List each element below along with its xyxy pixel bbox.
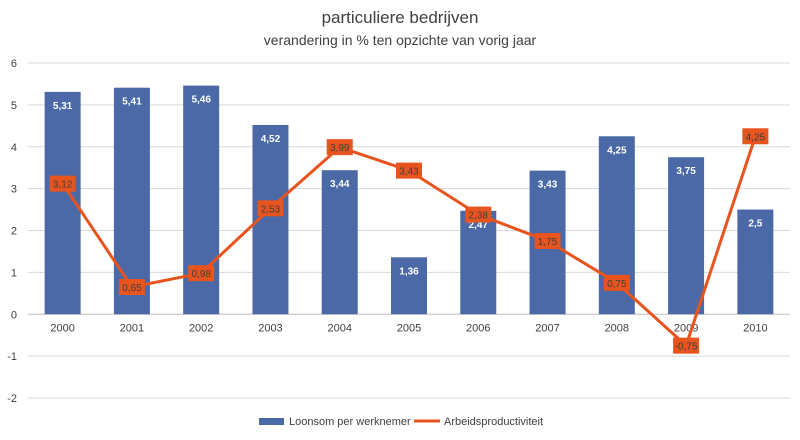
bar-data-label: 3,43	[538, 180, 558, 191]
bar-data-label: 2,5	[748, 219, 762, 230]
y-tick-label: 3	[11, 184, 17, 196]
x-tick-label: 2006	[466, 322, 490, 334]
x-tick-label: 2010	[743, 322, 767, 334]
bar-data-label: 1,36	[399, 266, 419, 277]
bar	[391, 257, 427, 315]
y-tick-label: 0	[11, 309, 17, 321]
bar	[113, 87, 150, 315]
x-tick-label: 2007	[535, 322, 559, 334]
legend-label: Loonsom per werknemer	[289, 416, 411, 428]
bar-data-label: 4,52	[261, 134, 281, 145]
line-data-label: 0,98	[191, 269, 211, 280]
y-tick-label: 6	[11, 58, 17, 70]
bar	[737, 209, 774, 315]
x-tick-label: 2002	[189, 322, 213, 334]
x-tick-label: 2000	[50, 322, 74, 334]
bar-data-label: 3,44	[330, 179, 350, 190]
y-tick-label: 4	[11, 142, 17, 154]
chart-title: particuliere bedrijven	[321, 8, 479, 27]
bar-data-label: 5,46	[191, 95, 211, 106]
line-point	[673, 337, 700, 354]
line-data-label: 2,53	[261, 204, 281, 215]
line-point	[742, 128, 769, 145]
line-point	[49, 175, 76, 192]
y-tick-label: 1	[11, 267, 17, 279]
line-data-label: 1,75	[538, 237, 558, 248]
legend-swatch-bar	[259, 418, 284, 425]
line-data-label: 3,12	[53, 180, 73, 191]
legend-label: Arbeidsproductiviteit	[444, 416, 543, 428]
y-tick-label: 5	[11, 100, 17, 112]
line-point	[603, 274, 630, 291]
bar-data-label: 5,31	[53, 101, 73, 112]
line-point	[534, 232, 561, 249]
line-point	[188, 265, 215, 282]
line-data-label: 4,25	[746, 132, 766, 143]
line-point	[257, 200, 284, 217]
line-data-label: 3,99	[330, 143, 350, 154]
chart-subtitle: verandering in % ten opzichte van vorig …	[263, 32, 537, 48]
x-tick-label: 2008	[605, 322, 629, 334]
y-tick-label: -2	[7, 393, 17, 405]
line-point	[118, 279, 145, 296]
y-tick-label: 2	[11, 226, 17, 238]
line-data-label: 0,65	[122, 283, 142, 294]
line-point	[326, 139, 353, 156]
bar-data-label: 4,25	[607, 145, 627, 156]
y-tick-label: -1	[7, 351, 17, 363]
line-data-label: 3,43	[399, 167, 419, 178]
bar-data-label: 3,75	[676, 166, 696, 177]
x-tick-label: 2003	[258, 322, 282, 334]
bar	[460, 210, 497, 315]
line-point	[396, 162, 422, 179]
line-data-label: 0,75	[607, 279, 627, 290]
line-data-label: 2,38	[469, 211, 489, 222]
bar	[668, 157, 705, 315]
line-data-label: -0,75	[675, 342, 698, 353]
bar-data-label: 5,41	[122, 97, 142, 108]
x-tick-label: 2001	[120, 322, 144, 334]
line-point	[465, 206, 492, 223]
bar	[321, 170, 358, 315]
x-tick-label: 2005	[397, 322, 421, 334]
bar-data-label: 2,47	[469, 220, 489, 231]
x-tick-label: 2004	[327, 322, 351, 334]
